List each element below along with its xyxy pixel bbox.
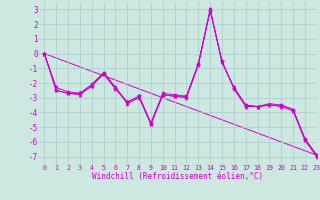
X-axis label: Windchill (Refroidissement éolien,°C): Windchill (Refroidissement éolien,°C) (92, 172, 263, 181)
